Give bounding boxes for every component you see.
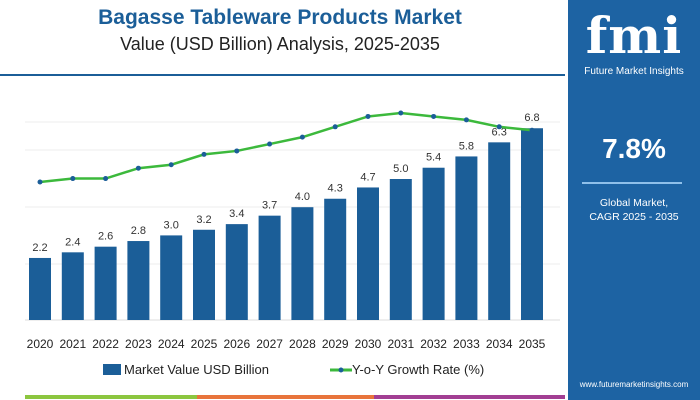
panel-divider [582,182,682,184]
legend-line: Y-o-Y Growth Rate (%) [330,362,484,377]
bar-label-2026: 3.4 [229,208,244,220]
bar-label-2024: 3.0 [164,219,179,231]
legend-bar: Market Value USD Billion [103,362,269,377]
bar-2035 [521,128,543,320]
title-divider [0,74,565,76]
cagr-value: 7.8% [602,133,666,164]
bar-label-2028: 4.0 [295,191,310,203]
x-tick-2023: 2023 [125,337,152,351]
bar-2027 [258,215,281,320]
chart-plot: 2.2 2020 2.4 2021 2.6 2022 2.8 2023 3.0 2024 3.2 20… [25,110,560,351]
bar-label-2033: 5.8 [459,140,474,152]
bar-label-2022: 2.6 [98,231,113,243]
growth-point-2024 [168,162,174,168]
growth-point-2021 [70,176,76,182]
logo-subtitle: Future Market Insights [584,66,684,77]
growth-point-2025 [201,151,207,157]
strip-green [25,395,197,399]
bar-label-2023: 2.8 [131,225,146,237]
bar-label-2021: 2.4 [65,236,80,248]
bar-label-2020: 2.2 [32,242,47,254]
x-tick-2022: 2022 [92,337,119,351]
x-tick-2021: 2021 [59,337,86,351]
x-tick-2025: 2025 [191,337,218,351]
cagr-label: Global Market, CAGR 2025 - 2035 [568,196,700,224]
side-panel: fmi Future Market Insights 7.8% Global M… [568,0,700,400]
x-tick-2026: 2026 [223,337,250,351]
bar-2025 [193,229,215,320]
growth-point-2026 [234,148,240,154]
bar-2032 [422,167,445,320]
x-tick-2028: 2028 [289,337,316,351]
growth-point-2028 [299,134,305,140]
growth-point-2022 [103,176,109,182]
bar-2024 [160,235,183,320]
fmi-logo: fmi [585,6,683,65]
growth-point-2031 [398,110,404,116]
growth-point-2033 [463,117,469,123]
bar-2033 [455,156,478,320]
x-tick-2033: 2033 [453,337,480,351]
x-tick-2024: 2024 [158,337,185,351]
bar-label-2031: 5.0 [393,163,408,175]
x-tick-2020: 2020 [27,337,54,351]
x-tick-2027: 2027 [256,337,283,351]
chart-title: Bagasse Tableware Products Market [98,6,462,29]
bar-label-2035: 6.8 [524,112,539,124]
chart-subtitle: Value (USD Billion) Analysis, 2025-2035 [120,34,440,54]
legend-line-label: Y-o-Y Growth Rate (%) [352,362,485,377]
growth-point-2023 [135,165,141,171]
legend-line-swatch [330,367,352,372]
cagr-label-line1: Global Market, [599,197,669,209]
x-tick-2035: 2035 [519,337,546,351]
growth-point-2030 [365,113,371,119]
growth-point-2029 [332,124,338,130]
bar-2020 [29,257,51,320]
bar-2022 [94,246,117,320]
strip-orange [197,395,374,399]
bar-label-2030: 4.7 [360,171,375,183]
x-tick-2031: 2031 [387,337,414,351]
website-url[interactable]: www.futuremarketinsights.com [579,380,689,389]
x-tick-2034: 2034 [486,337,513,351]
growth-point-2035 [529,127,535,133]
growth-line [39,111,533,184]
growth-point-2020 [37,179,43,185]
bar-label-2025: 3.2 [196,214,211,226]
bar-2030 [357,187,379,320]
bar-label-2027: 3.7 [262,200,277,212]
growth-point-2032 [431,113,437,119]
growth-point-2034 [496,124,502,130]
bar-label-2034: 6.3 [492,126,507,138]
bar-2034 [488,142,511,320]
bar-2028 [291,207,314,320]
x-tick-2032: 2032 [420,337,447,351]
bar-2021 [61,252,84,320]
growth-point-2027 [267,141,273,147]
x-tick-2029: 2029 [322,337,349,351]
legend-bar-swatch [103,364,121,375]
bar-2023 [127,241,150,320]
x-tick-2030: 2030 [355,337,382,351]
strip-purple [374,395,565,399]
bar-2026 [225,224,248,320]
legend-bar-label: Market Value USD Billion [124,362,269,377]
bar-2031 [389,179,412,320]
cagr-label-line2: CAGR 2025 - 2035 [589,211,679,223]
bar-label-2032: 5.4 [426,152,441,164]
bar-2029 [324,198,347,320]
bar-label-2029: 4.3 [328,183,343,195]
